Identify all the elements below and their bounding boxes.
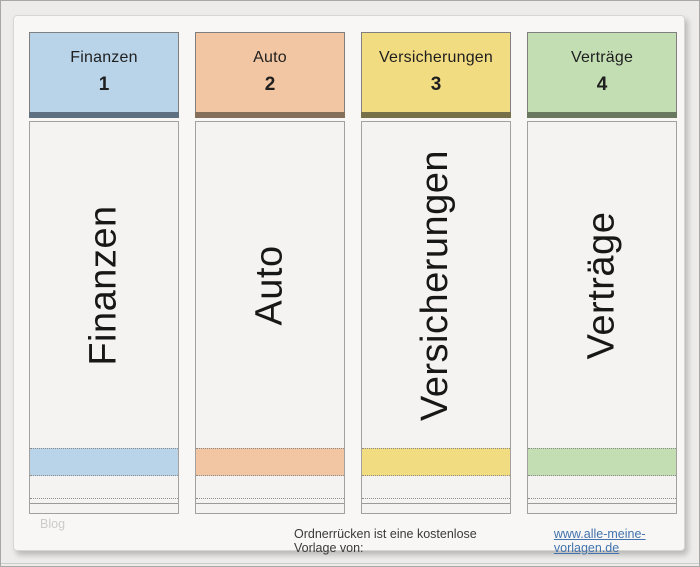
spine-vertical-label: Auto [248,244,291,326]
spine-color-stripe [528,448,676,476]
spine-vertical-label: Versicherungen [414,149,457,421]
spine-body: Finanzen [29,121,179,514]
fold-space [196,476,344,498]
blog-watermark: Blog [40,517,66,531]
folder-spine-finanzen: Finanzen 1 Finanzen [29,32,179,514]
spine-tab-title: Versicherungen [379,49,493,66]
spine-color-stripe [30,448,178,476]
fold-space [528,476,676,498]
folder-spine-auto: Auto 2 Auto [195,32,345,514]
folder-spine-columns: Finanzen 1 Finanzen Auto [29,32,677,514]
spine-tab-header: Verträge 4 [527,32,677,112]
spine-tab-title: Auto [253,49,287,66]
fold-solid-line [362,503,510,513]
spine-vertical-label: Finanzen [82,204,125,366]
spine-label-area: Verträge [528,122,676,448]
spine-tab-number: 3 [430,74,442,95]
spine-vertical-label: Verträge [580,211,623,359]
spine-color-stripe [362,448,510,476]
fold-solid-line [196,503,344,513]
spine-tab-header: Auto 2 [195,32,345,112]
template-page: Finanzen 1 Finanzen Auto [13,15,685,555]
spine-body: Verträge [527,121,677,514]
spine-body: Versicherungen [361,121,511,514]
fold-dotted-line [30,498,178,503]
spine-color-stripe [196,448,344,476]
spine-label-area: Auto [196,122,344,448]
spine-tab-divider-bar [527,112,677,118]
spine-tab-divider-bar [195,112,345,118]
spine-tab-number: 2 [264,74,276,95]
spine-tab-title: Verträge [570,49,634,66]
spine-tab-number: 4 [596,74,608,95]
folder-spine-versicherungen: Versicherungen 3 Versicherungen [361,32,511,514]
spine-tab-divider-bar [361,112,511,118]
fold-dotted-line [196,498,344,503]
fold-space [362,476,510,498]
spine-label-area: Versicherungen [362,122,510,448]
fold-dotted-line [528,498,676,503]
fold-solid-line [528,503,676,513]
folder-spine-vertraege: Verträge 4 Verträge [527,32,677,514]
fold-dotted-line [362,498,510,503]
spine-tab-number: 1 [98,74,110,95]
fold-solid-line [30,503,178,513]
footer-link[interactable]: www.alle-meine-vorlagen.de [553,527,646,555]
spine-body: Auto [195,121,345,514]
spine-tab-header: Versicherungen 3 [361,32,511,112]
footer-credit-text: Ordnerrücken ist eine kostenlose Vorlage… [294,527,477,555]
fold-space [30,476,178,498]
spine-tab-header: Finanzen 1 [29,32,179,112]
spine-tab-divider-bar [29,112,179,118]
spine-tab-title: Finanzen [70,49,138,66]
spine-label-area: Finanzen [30,122,178,448]
frame-bottom-line [1,563,699,564]
footer: Ordnerrücken ist eine kostenlose Vorlage… [294,527,684,555]
